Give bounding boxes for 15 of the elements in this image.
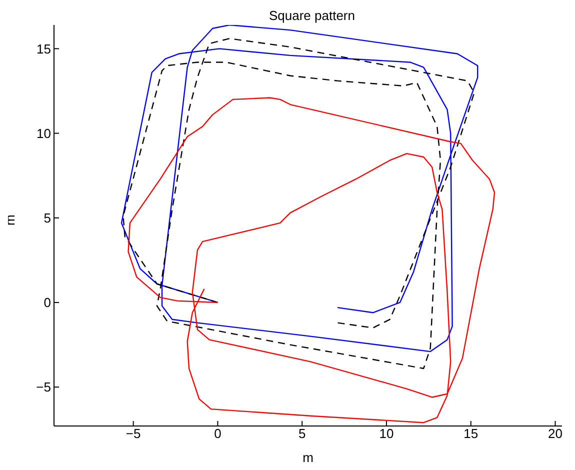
x-tick-label: 10 bbox=[379, 426, 394, 442]
y-tick-label: 10 bbox=[36, 126, 51, 141]
y-tick-label: 15 bbox=[36, 41, 51, 56]
line-series bbox=[128, 97, 496, 424]
x-tick-label: −5 bbox=[126, 426, 141, 442]
x-tick-label: 15 bbox=[464, 426, 478, 442]
x-tick-label: 0 bbox=[214, 426, 222, 442]
y-tick-label: 0 bbox=[44, 295, 51, 310]
y-tick-label: 5 bbox=[44, 210, 51, 226]
y-axis-title: m bbox=[2, 214, 18, 226]
y-tick-label: −5 bbox=[36, 380, 51, 395]
chart-title: Square pattern bbox=[268, 8, 356, 23]
x-axis-title: m bbox=[302, 450, 314, 465]
x-tick-label: 20 bbox=[548, 426, 562, 442]
x-tick-label: 5 bbox=[298, 426, 306, 442]
